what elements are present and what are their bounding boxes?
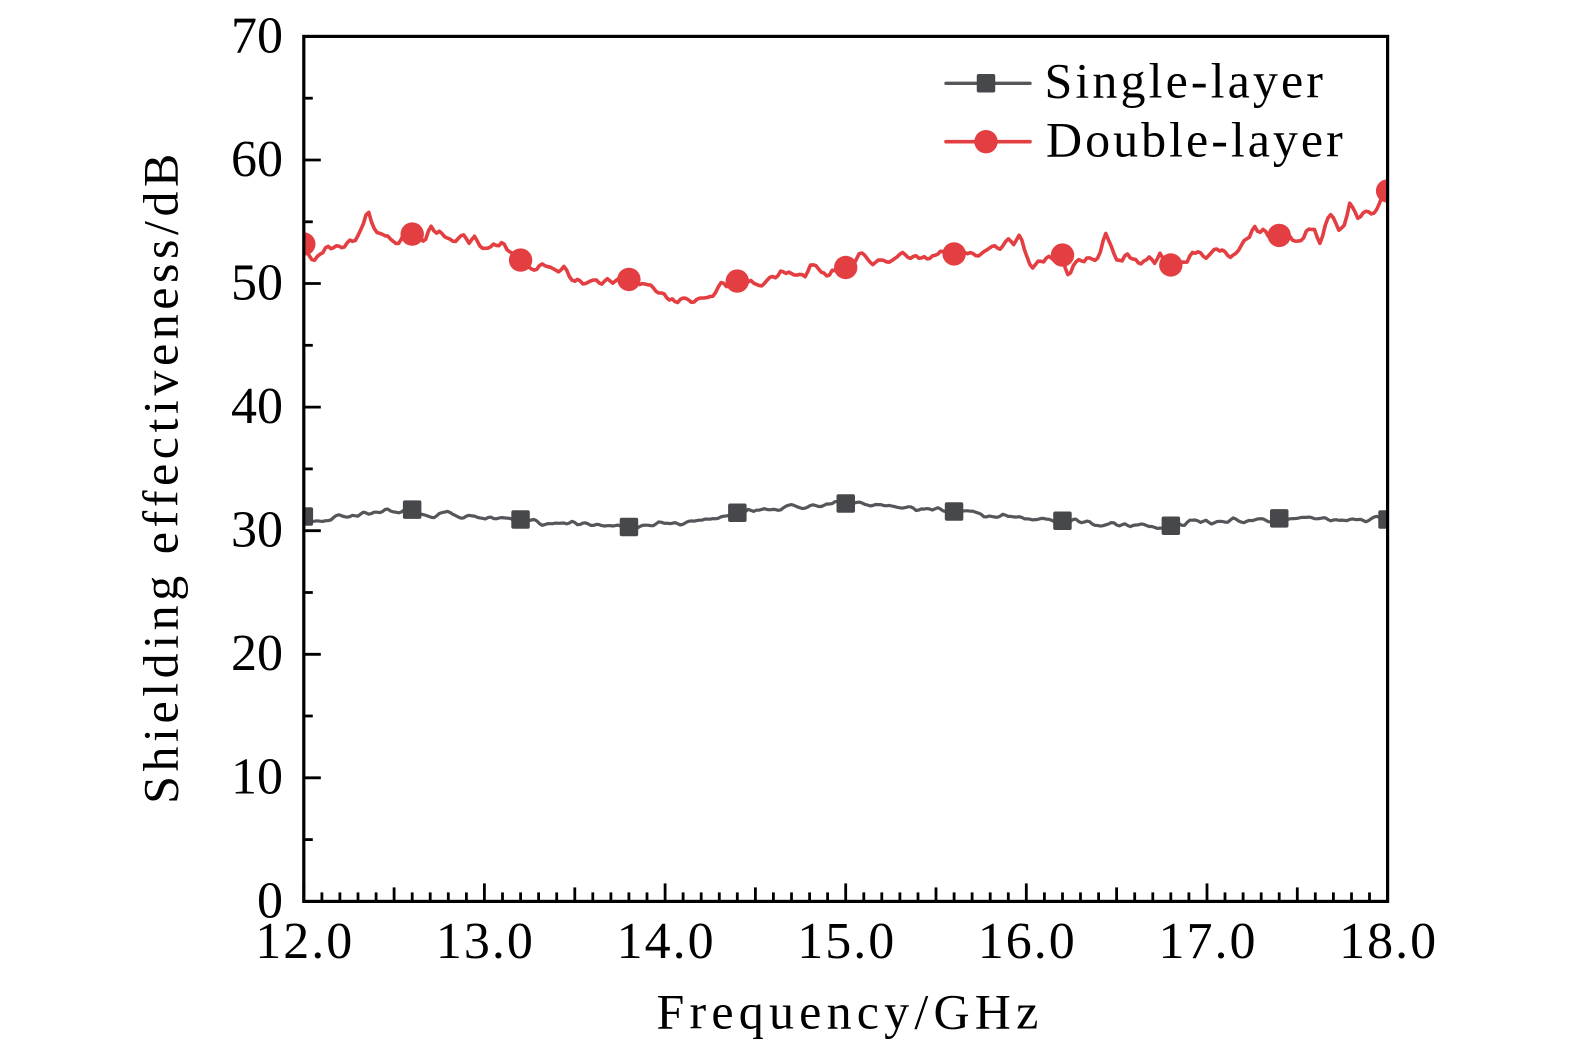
svg-text:Double-layer: Double-layer	[1046, 111, 1346, 167]
svg-text:14.0: 14.0	[617, 913, 716, 970]
svg-text:16.0: 16.0	[978, 913, 1077, 970]
svg-text:Shielding effectiveness/dB: Shielding effectiveness/dB	[132, 149, 188, 804]
svg-text:60: 60	[231, 131, 283, 188]
svg-text:13.0: 13.0	[436, 913, 535, 970]
svg-text:40: 40	[231, 378, 283, 435]
svg-text:Single-layer: Single-layer	[1045, 53, 1327, 109]
svg-text:70: 70	[231, 7, 283, 64]
svg-text:Frequency/GHz: Frequency/GHz	[657, 984, 1044, 1040]
svg-text:17.0: 17.0	[1159, 913, 1258, 970]
svg-text:20: 20	[231, 625, 283, 682]
svg-text:12.0: 12.0	[255, 913, 354, 970]
svg-text:50: 50	[231, 254, 283, 311]
svg-text:10: 10	[231, 749, 283, 806]
svg-text:18.0: 18.0	[1339, 913, 1438, 970]
svg-text:0: 0	[257, 872, 283, 929]
svg-text:15.0: 15.0	[797, 913, 896, 970]
svg-text:30: 30	[231, 502, 283, 559]
